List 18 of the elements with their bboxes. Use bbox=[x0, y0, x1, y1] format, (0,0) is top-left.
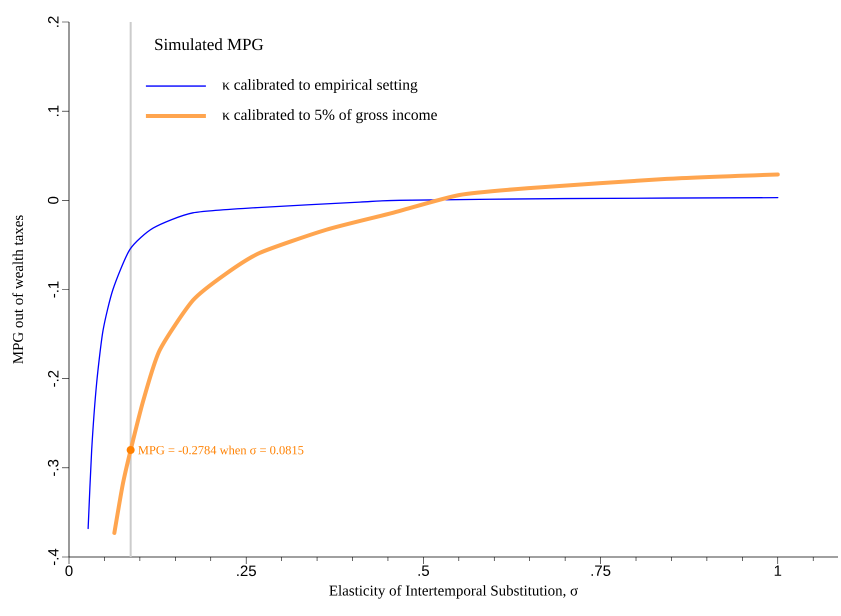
y-tick-label: -.2 bbox=[48, 370, 58, 387]
y-tick-label: -.3 bbox=[48, 460, 58, 476]
x-axis-title: Elasticity of Intertemporal Substitution, σ bbox=[329, 584, 578, 599]
x-tick-label: .5 bbox=[418, 566, 429, 576]
legend-title: Simulated MPG bbox=[155, 38, 264, 50]
y-tick-label: -.4 bbox=[48, 548, 58, 566]
y-tick-label: 0 bbox=[48, 196, 58, 204]
x-tick-label: .75 bbox=[592, 566, 610, 576]
x-tick-label: 1 bbox=[774, 566, 782, 576]
x-tick-label: 0 bbox=[65, 566, 73, 576]
y-axis-title: MPG out of wealth taxes bbox=[12, 215, 24, 364]
y-tick-label: .1 bbox=[48, 106, 58, 116]
legend-label: κ calibrated to 5% of gross income bbox=[222, 108, 437, 124]
y-tick-label: .2 bbox=[48, 16, 58, 27]
annotation: MPG = -0.2784 when σ = 0.0815 bbox=[138, 446, 304, 454]
y-tick-label: -.1 bbox=[48, 282, 58, 298]
legend-label: κ calibrated to empirical setting bbox=[222, 79, 418, 94]
x-tick-label: .25 bbox=[237, 566, 256, 576]
